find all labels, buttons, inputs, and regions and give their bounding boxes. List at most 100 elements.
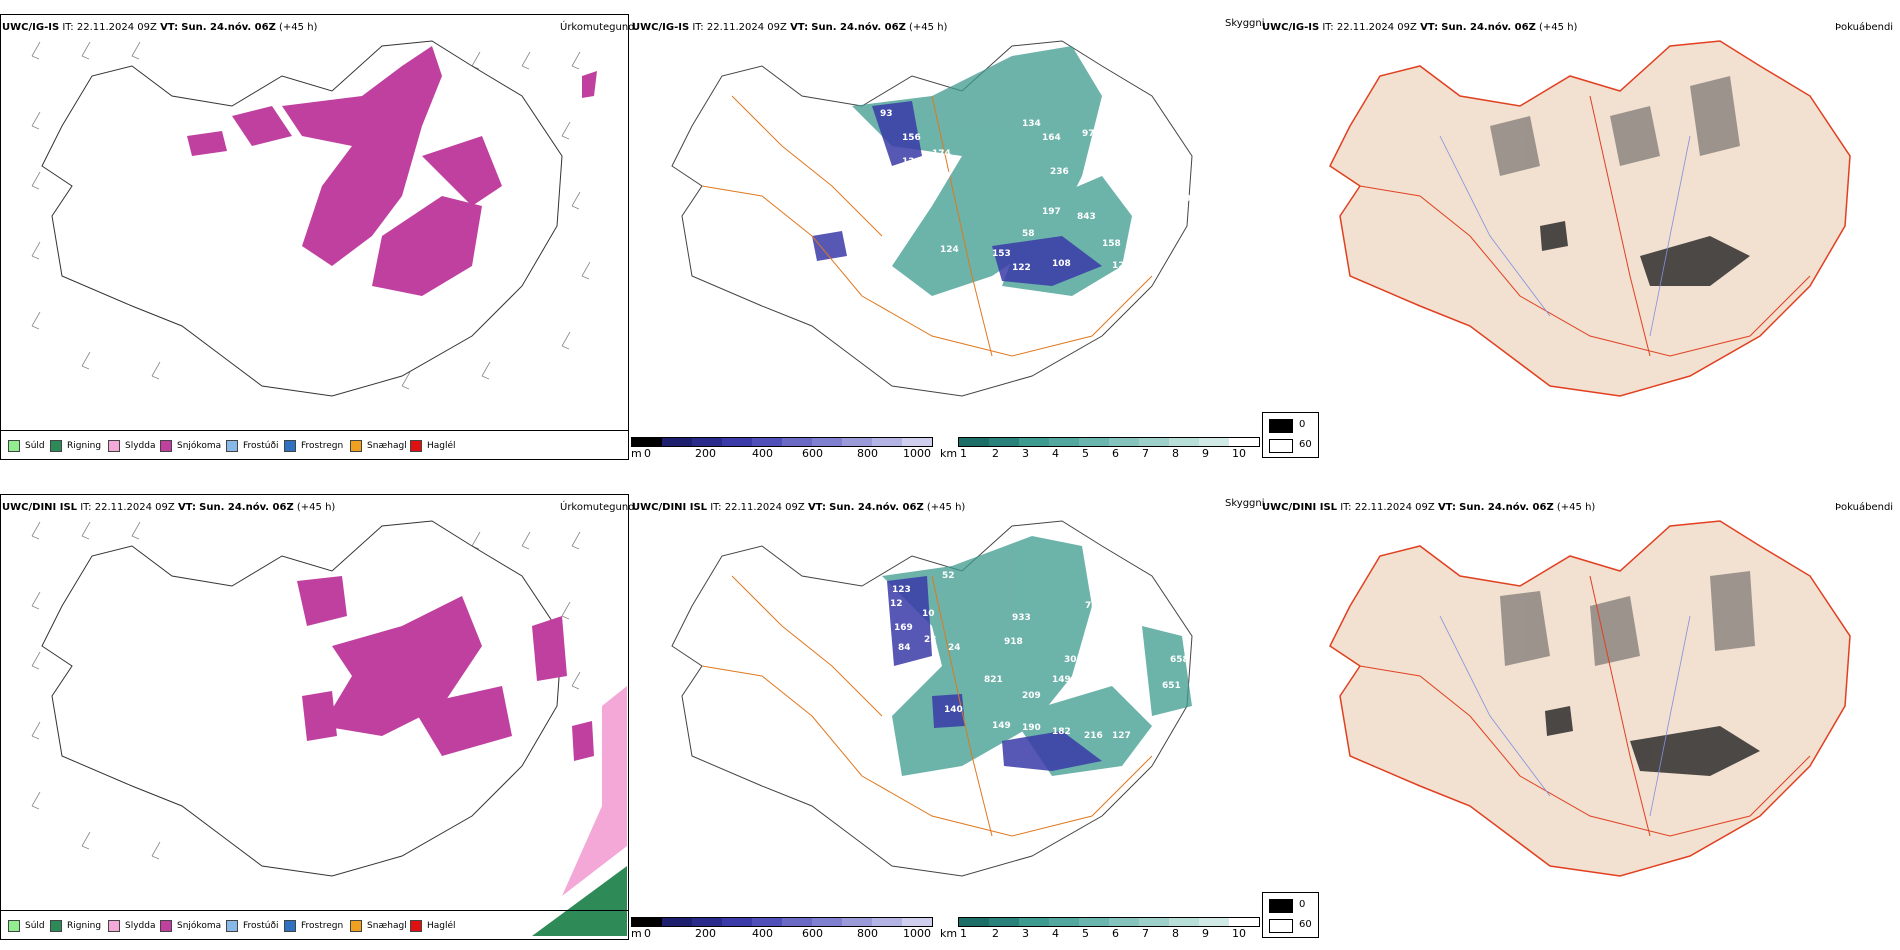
legend-item-rigning-bottom: Rigning — [50, 920, 101, 932]
scale-km-tick: 9 — [1202, 447, 1209, 460]
snow-depth-label: 182 — [1052, 727, 1071, 737]
snow-depth-label: 10 — [922, 609, 935, 619]
iceland-outline — [41, 40, 563, 397]
precip-title-top: UWC/IG-IS IT: 22.11.2024 09Z VT: Sun. 24… — [2, 22, 318, 33]
legend-item-sold-bottom: Súld — [8, 920, 45, 932]
scale-km-tick: 4 — [1052, 447, 1059, 460]
scale-m-tick: 800 — [857, 447, 878, 460]
fog-var-label-bottom: Þokuábendi — [1835, 502, 1894, 513]
scale-m-tick: 800 — [857, 927, 878, 940]
snow-depth-label: 149 — [992, 721, 1011, 731]
cloud-title-bottom: UWC/DINI ISL IT: 22.11.2024 09Z VT: Sun.… — [632, 502, 966, 513]
legend-item-frostregn-bottom: Frostregn — [284, 920, 343, 932]
scale-km-tick: 3 — [1022, 927, 1029, 940]
scale-km-tick: 10 — [1232, 927, 1246, 940]
legend-item-snjokoma-top: Snjókoma — [160, 440, 221, 452]
fog-map-top — [1329, 40, 1851, 397]
snow-depth-label: 658 — [1170, 655, 1189, 665]
precip-title-bottom: UWC/DINI ISL IT: 22.11.2024 09Z VT: Sun.… — [2, 502, 336, 513]
snow-depth-label: 156 — [902, 133, 921, 143]
snow-depth-label: 969 — [1092, 147, 1111, 157]
snow-depth-label: 164 — [1042, 133, 1061, 143]
scale-bar-km-bottom — [958, 917, 1260, 927]
cloud-var-label-top: Skyggni — [1225, 18, 1265, 29]
precip-var-label-top: Úrkomutegund — [560, 22, 635, 33]
fog-legend-top: 0 60 — [1262, 412, 1319, 458]
snow-depth-label: 303 — [1064, 655, 1083, 665]
scale-km-tick: 1 — [960, 927, 967, 940]
snow-depth-label: 149 — [1052, 675, 1071, 685]
snow-depth-label: 273 — [1122, 164, 1141, 174]
snow-depth-label: 295 — [1142, 144, 1161, 154]
precip-legend-top — [1, 430, 628, 459]
scale-bar-m-top — [631, 437, 933, 447]
precip-map-bottom — [31, 520, 627, 936]
scale-km-tick: 1 — [960, 447, 967, 460]
snow-depth-label: 189 — [932, 171, 951, 181]
scale-m-unit-bottom: m — [631, 927, 642, 940]
snow-depth-label: 124 — [940, 245, 959, 255]
precip-panel-top — [0, 14, 629, 460]
precip-legend-bottom — [1, 910, 628, 939]
snow-depth-label: 122 — [1012, 263, 1031, 273]
iceland-outline — [1329, 40, 1851, 397]
legend-item-rigning-top: Rigning — [50, 440, 101, 452]
scale-km-unit-bottom: km — [940, 927, 958, 940]
precip-var-label-bottom: Úrkomutegund — [560, 502, 635, 513]
scale-km-tick: 7 — [1142, 447, 1149, 460]
snow-depth-label: 153 — [992, 249, 1011, 259]
cloud-var-label-bottom: Skyggni — [1225, 498, 1265, 509]
scale-km-tick: 9 — [1202, 927, 1209, 940]
legend-item-haglel-top: Haglél — [410, 440, 456, 452]
scale-m-tick: 400 — [752, 447, 773, 460]
scale-km-tick: 5 — [1082, 927, 1089, 940]
fog-legend-bottom: 0 60 — [1262, 892, 1319, 938]
fog-map-bottom — [1329, 520, 1851, 877]
scale-km-tick: 7 — [1142, 927, 1149, 940]
precip-panel-bottom — [0, 494, 629, 940]
legend-item-snaehagl-top: Snæhagl — [350, 440, 407, 452]
snow-depth-label: 23 — [924, 635, 937, 645]
scale-m-tick: 200 — [695, 447, 716, 460]
scale-m-tick: 600 — [802, 447, 823, 460]
snow-depth-label: 209 — [1022, 691, 1041, 701]
snow-depth-label: 108 — [1052, 259, 1071, 269]
snow-depth-label: 174 — [932, 149, 951, 159]
snow-depth-label: 821 — [984, 675, 1003, 685]
scale-km-tick: 6 — [1112, 927, 1119, 940]
snow-depth-label: 620 — [1172, 194, 1191, 204]
snow-depth-label: 140 — [944, 705, 963, 715]
cloud-map-bottom: 123 52 743 12 10 169 933 84 23 24 918 30… — [671, 520, 1193, 877]
snow-depth-label: 93 — [880, 109, 893, 119]
scale-km-tick: 8 — [1172, 447, 1179, 460]
legend-item-snaehagl-bottom: Snæhagl — [350, 920, 407, 932]
precip-map-top — [31, 40, 597, 397]
wind-barbs — [31, 41, 591, 390]
scale-m-tick: 1000 — [903, 927, 931, 940]
scale-bar-km-top — [958, 437, 1260, 447]
cloud-map-top: 93 134 156 164 174 97 12 189 8 236 969 2… — [671, 40, 1193, 397]
snow-depth-label: 97 — [1082, 129, 1095, 139]
scale-m-tick: 1000 — [903, 447, 931, 460]
scale-km-tick: 3 — [1022, 447, 1029, 460]
iceland-outline — [41, 520, 563, 877]
scale-m-tick: 200 — [695, 927, 716, 940]
snow-depth-label: 134 — [1022, 119, 1041, 129]
snow-depth-label: 8 — [922, 193, 928, 203]
legend-item-frostudi-bottom: Frostúði — [226, 920, 278, 932]
snow-depth-label: 12 — [890, 599, 903, 609]
legend-item-slydda-top: Slydda — [108, 440, 155, 452]
snow-depth-label: 197 — [1042, 207, 1061, 217]
scale-m-tick: 600 — [802, 927, 823, 940]
legend-item-haglel-bottom: Haglél — [410, 920, 456, 932]
scale-km-tick: 10 — [1232, 447, 1246, 460]
cloud-title-top: UWC/IG-IS IT: 22.11.2024 09Z VT: Sun. 24… — [632, 22, 948, 33]
snow-depth-label: 52 — [942, 571, 955, 581]
scale-m-unit-top: m — [631, 447, 642, 460]
snow-depth-label: 651 — [1162, 681, 1181, 691]
snow-depth-label: 190 — [1022, 723, 1041, 733]
scale-km-tick: 6 — [1112, 447, 1119, 460]
scale-bar-m-bottom — [631, 917, 933, 927]
scale-m-tick: 0 — [644, 927, 651, 940]
snow-depth-label: 123 — [892, 585, 911, 595]
